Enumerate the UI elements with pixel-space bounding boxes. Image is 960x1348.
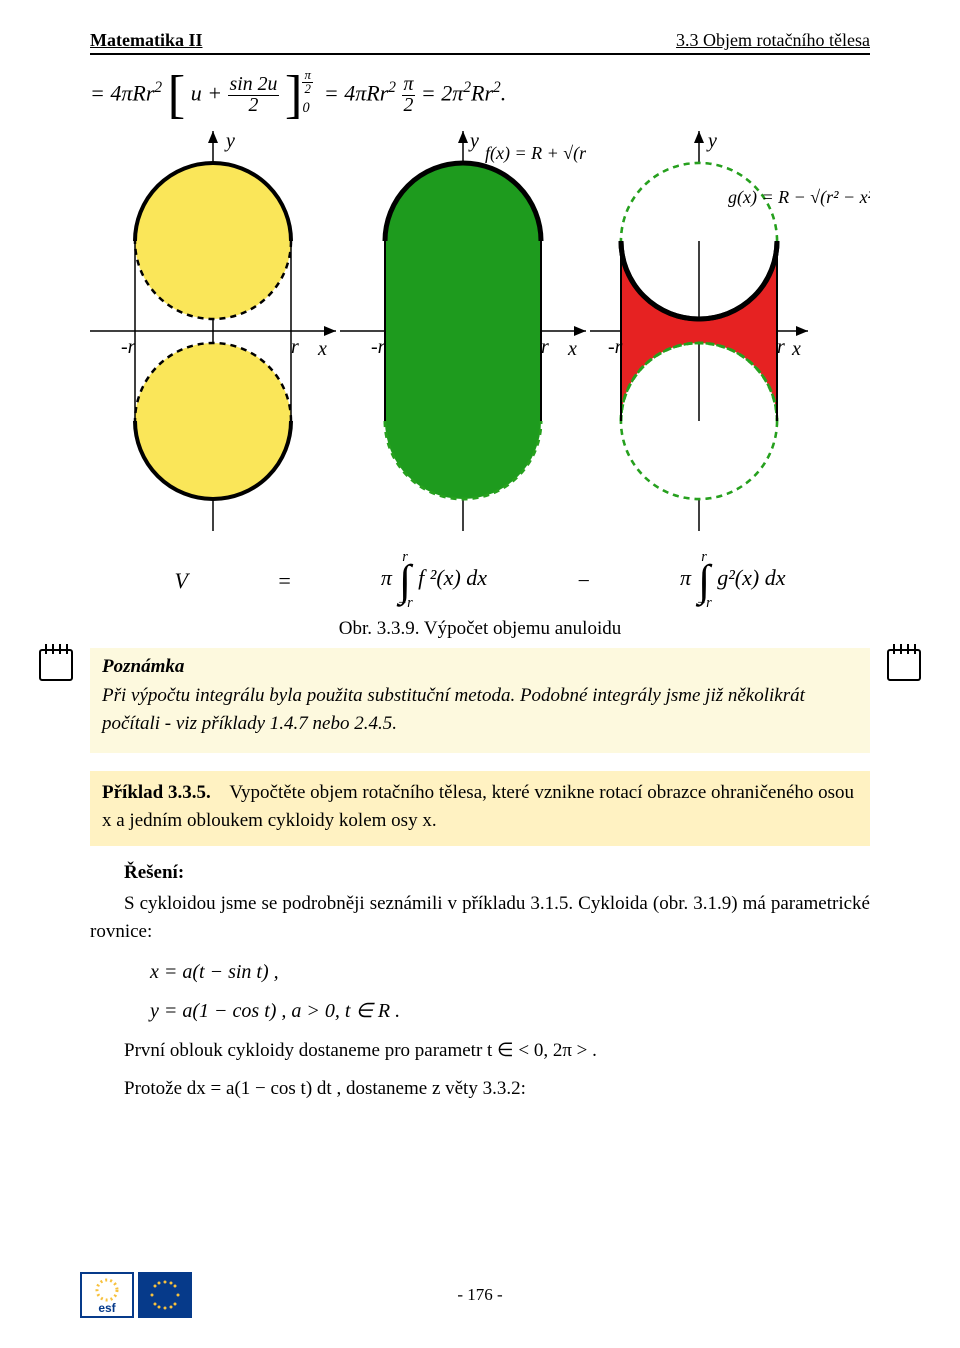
svg-text:x: x	[791, 338, 801, 360]
example-text: Vypočtěte objem rotačního tělesa, které …	[102, 782, 854, 832]
svg-text:y: y	[706, 131, 717, 152]
figure-capsule-green: y x -r r f(x) = R + √(r² − x²)	[340, 131, 586, 531]
svg-text:r: r	[291, 336, 299, 358]
svg-text:y: y	[224, 131, 235, 152]
page-header: Matematika II 3.3 Objem rotačního tělesa	[90, 30, 870, 55]
equation-top: = 4πRr2 [ u + sin 2u2 ]π20 = 4πRr2 π2 = …	[90, 69, 870, 121]
header-left: Matematika II	[90, 30, 202, 51]
svg-text:-r: -r	[121, 336, 136, 358]
svg-text:-r: -r	[371, 336, 386, 358]
svg-text:-r: -r	[608, 336, 623, 358]
solution-para3: Protože dx = a(1 − cos t) dt , dostaneme…	[90, 1075, 870, 1104]
figure-anuloid-circles: y x -r r	[90, 131, 336, 531]
svg-text:x: x	[317, 338, 327, 360]
svg-text:esf: esf	[98, 1301, 116, 1315]
svg-text:y: y	[468, 131, 479, 152]
vol-V: V	[175, 568, 188, 594]
footer-logos: esf	[80, 1272, 192, 1318]
vol-eq: =	[277, 568, 292, 594]
notepad-icon	[38, 642, 74, 682]
esf-logo: esf	[80, 1272, 134, 1318]
eu-flag-icon	[138, 1272, 192, 1318]
example-head: Příklad 3.3.5. Vypočtěte objem rotačního…	[90, 771, 870, 846]
eq-x: x = a(t − sin t) ,	[150, 961, 870, 984]
vol-minus: −	[576, 568, 591, 594]
volume-equation: V = π r ∫ −r f ²(x) dx − π r ∫ −r g²(x) …	[90, 549, 870, 611]
page-number: - 176 -	[457, 1285, 502, 1305]
svg-text:r: r	[541, 336, 549, 358]
solution-title: Řešení:	[124, 862, 870, 884]
example-label: Příklad 3.3.5.	[102, 782, 211, 803]
notepad-icon	[886, 642, 922, 682]
eq-y: y = a(1 − cos t) , a > 0, t ∈ R .	[150, 998, 870, 1023]
f-label: f(x) = R + √(r² − x²)	[485, 143, 586, 164]
vol-term2: π r ∫ −r g²(x) dx	[680, 549, 786, 611]
svg-text:x: x	[567, 338, 577, 360]
note-body: Při výpočtu integrálu byla použita subst…	[102, 682, 858, 739]
vol-term1: π r ∫ −r f ²(x) dx	[381, 549, 487, 611]
solution-para2: První oblouk cykloidy dostaneme pro para…	[90, 1037, 870, 1066]
figure-caption: Obr. 3.3.9. Výpočet objemu anuloidu	[90, 618, 870, 640]
figure-row: y x -r r y x -r r f(x) = R + √(r² − x²)	[90, 131, 870, 531]
header-right: 3.3 Objem rotačního tělesa	[676, 30, 870, 51]
g-label: g(x) = R − √(r² − x²)	[728, 187, 870, 208]
note-block: Poznámka Při výpočtu integrálu byla použ…	[90, 648, 870, 753]
figure-hourglass-red: y x -r r g(x) = R − √(r² − x²)	[590, 131, 870, 531]
svg-text:r: r	[777, 336, 785, 358]
page-footer: esf - 176 -	[0, 1272, 960, 1318]
page: Matematika II 3.3 Objem rotačního tělesa…	[0, 0, 960, 1348]
note-title: Poznámka	[102, 656, 858, 678]
solution-para: S cykloidou jsme se podrobněji seznámili…	[90, 890, 870, 947]
